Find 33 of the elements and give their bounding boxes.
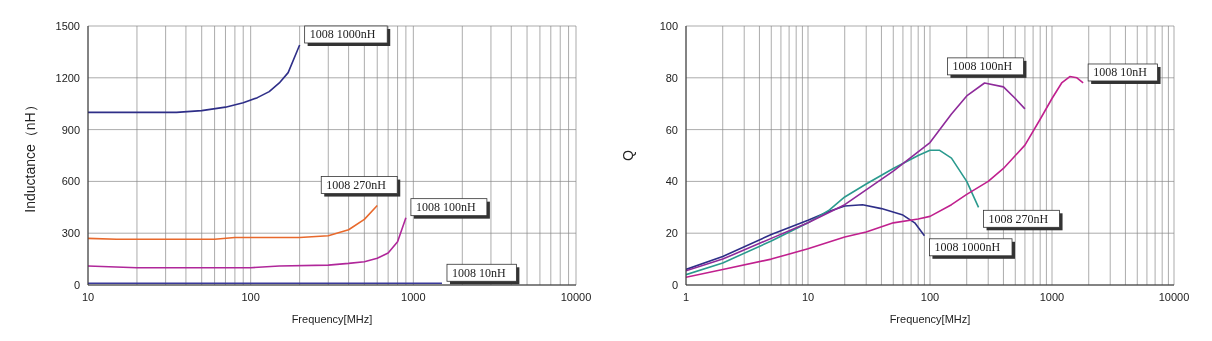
y-tick-label: 40 <box>665 175 678 188</box>
x-tick-label: 10000 <box>560 290 592 303</box>
x-tick-label: 1000 <box>401 290 426 303</box>
annotation: 1008 100nH <box>415 200 476 215</box>
x-tick-label: 100 <box>241 290 260 303</box>
x-tick-label: 1000 <box>1039 290 1065 303</box>
annotation: 1008 270nH <box>988 211 1049 226</box>
y-tick-label: 0 <box>73 278 80 291</box>
y-tick-label: 1200 <box>55 71 80 84</box>
y-tick-label: 0 <box>671 278 678 291</box>
y-tick-label: 100 <box>659 19 678 32</box>
annotation: 1008 10nH <box>451 265 506 280</box>
annotation: 1008 10nH <box>1093 65 1148 80</box>
x-tick-label: 10 <box>81 290 95 303</box>
y-axis-title: Q <box>619 149 636 161</box>
x-tick-label: 1 <box>682 290 690 303</box>
y-tick-label: 60 <box>665 123 678 136</box>
y-tick-label: 300 <box>61 227 80 240</box>
y-tick-label: 80 <box>665 71 678 84</box>
y-tick-label: 1500 <box>55 19 80 32</box>
annotation: 1008 1000nH <box>934 240 1001 255</box>
annotation: 1008 1000nH <box>309 27 376 42</box>
x-tick-label: 10 <box>801 290 815 303</box>
x-tick-label: 100 <box>920 290 940 303</box>
y-tick-label: 600 <box>61 175 80 188</box>
annotation: 1008 270nH <box>326 178 387 193</box>
x-axis-title: Frequency[MHz] <box>889 313 971 325</box>
y-tick-label: 900 <box>61 123 80 136</box>
x-axis-title: Frequency[MHz] <box>291 313 373 325</box>
annotation: 1008 100nH <box>952 59 1013 74</box>
y-axis-title: Inductance（nH） <box>21 98 38 213</box>
y-tick-label: 20 <box>665 227 678 240</box>
x-tick-label: 10000 <box>1158 290 1190 303</box>
